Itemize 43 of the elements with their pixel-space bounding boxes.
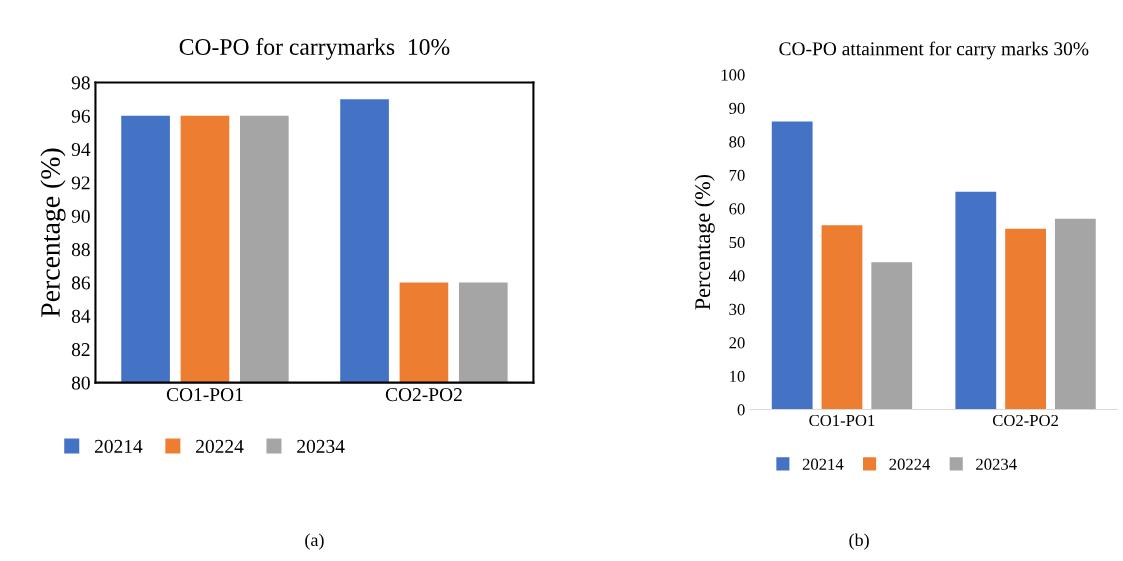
y-tick-label: 20 (729, 337, 745, 349)
y-tick-label: 70 (729, 169, 745, 182)
y-tick-label: 96 (71, 109, 91, 123)
y-tick-label: 92 (71, 176, 90, 190)
x-tick-label: CO1-PO1 (809, 414, 875, 427)
bar (871, 262, 913, 410)
y-tick-label: 94 (71, 143, 91, 157)
y-tick-label: 82 (71, 343, 90, 357)
legend-label: 20224 (196, 439, 244, 453)
y-tick-label: 90 (71, 209, 90, 223)
bar (1005, 228, 1046, 410)
y-tick-label: 88 (71, 243, 90, 257)
y-tick-label: 98 (71, 76, 90, 90)
x-tick-label: CO1-PO1 (166, 388, 243, 402)
x-tick-label: CO2-PO2 (992, 414, 1058, 427)
y-tick-label: 86 (71, 276, 91, 290)
y-axis-title: Percentage (%) (694, 174, 715, 310)
y-tick-label: 30 (729, 303, 745, 315)
y-tick-label: 80 (71, 376, 90, 390)
legend-label: 20214 (802, 458, 844, 470)
bar (771, 121, 813, 410)
bar (1054, 218, 1096, 410)
y-tick-label: 100 (721, 69, 745, 81)
y-tick-label: 0 (737, 404, 745, 416)
bar (821, 225, 863, 410)
y-tick-label: 60 (729, 203, 745, 215)
y-axis-title: Percentage (%) (40, 148, 66, 317)
y-tick-label: 10 (730, 370, 745, 382)
chart-title: CO-PO for carrymarks 10% (179, 38, 450, 60)
x-tick-label: CO2-PO2 (385, 388, 462, 402)
bar (955, 191, 997, 410)
text: (b) (849, 533, 869, 550)
legend-label: 20234 (976, 458, 1017, 470)
legend-label: 20214 (94, 439, 143, 453)
y-tick-label: 80 (729, 136, 745, 148)
y-tick-label: 50 (729, 236, 745, 249)
y-tick-label: 84 (71, 309, 91, 323)
y-tick-label: 90 (729, 102, 745, 115)
text: (a) (305, 533, 324, 550)
legend-label: 20224 (889, 458, 931, 470)
legend-label: 20234 (297, 439, 345, 453)
y-tick-label: 40 (728, 270, 745, 282)
chart-title: CO-PO attainment for carry marks 30% (779, 41, 1089, 60)
